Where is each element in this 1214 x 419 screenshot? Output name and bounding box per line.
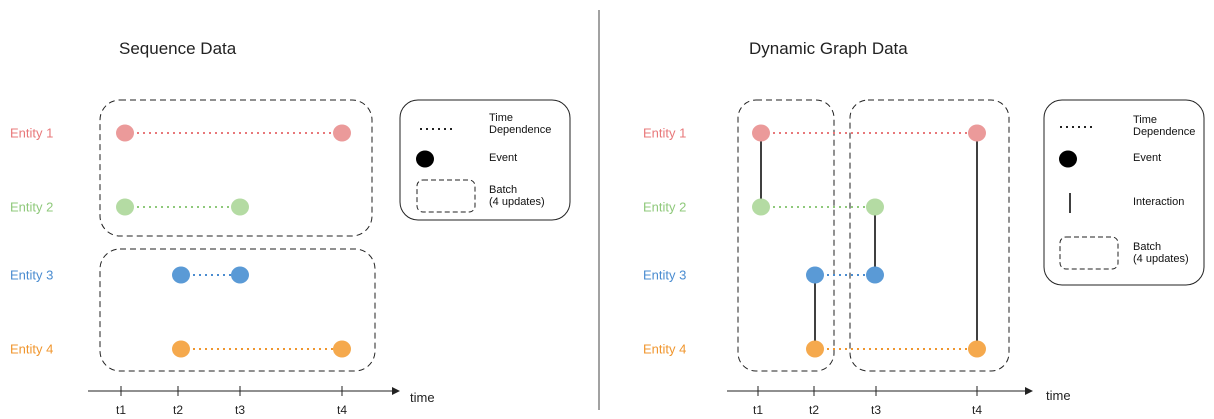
entity-label-1: Entity 1: [643, 125, 687, 141]
legend-batch-label: Batch (4 updates): [1133, 241, 1189, 265]
legend-event-symbol: [1059, 150, 1077, 168]
time-axis-arrowhead: [392, 387, 400, 395]
legend-event-label: Event: [489, 152, 518, 164]
legend-time-dependence-label: Time Dependence: [1133, 114, 1196, 138]
batch-box-right-2: [849, 99, 1010, 372]
tick-label: t3: [234, 403, 246, 417]
event-dot: [806, 340, 824, 358]
time-axis-arrowhead: [1025, 387, 1033, 395]
event-dot: [172, 266, 190, 284]
event-dot: [968, 124, 986, 142]
tick-label: t4: [971, 403, 983, 417]
entity-label-1: Entity 1: [10, 125, 54, 141]
event-dot: [752, 198, 770, 216]
batch-box-left-upper: [99, 99, 373, 237]
event-dot: [806, 266, 824, 284]
entity-label-3: Entity 3: [10, 267, 54, 283]
event-dot: [116, 198, 134, 216]
tick-label: t3: [870, 403, 882, 417]
right-panel-title: Dynamic Graph Data: [749, 39, 908, 58]
entity-label-4: Entity 4: [643, 341, 687, 357]
legend-box: [399, 99, 571, 221]
batch-box-right-1: [737, 99, 835, 372]
legend-batch-symbol: [1059, 236, 1119, 270]
event-dot: [333, 124, 351, 142]
legend-event-label: Event: [1133, 152, 1162, 164]
entity-label-2: Entity 2: [643, 199, 687, 215]
event-dot: [172, 340, 190, 358]
legend-interaction-label: Interaction: [1133, 196, 1185, 208]
entity-label-3: Entity 3: [643, 267, 687, 283]
entity-label-2: Entity 2: [10, 199, 54, 215]
tick-label: t1: [115, 403, 127, 417]
event-dot: [752, 124, 770, 142]
axis-label: time: [1046, 388, 1071, 403]
event-dot: [866, 266, 884, 284]
legend-batch-label: Batch (4 updates): [489, 184, 545, 208]
tick-label: t2: [172, 403, 184, 417]
legend-time-dependence-label: Time Dependence: [489, 112, 552, 136]
legend-event-symbol: [416, 150, 434, 168]
event-dot: [231, 266, 249, 284]
legend-batch-symbol: [416, 179, 476, 213]
left-panel-title: Sequence Data: [119, 39, 237, 58]
event-dot: [333, 340, 351, 358]
tick-label: t1: [752, 403, 764, 417]
tick-label: t2: [808, 403, 820, 417]
entity-label-4: Entity 4: [10, 341, 54, 357]
event-dot: [866, 198, 884, 216]
legend-box: [1043, 99, 1205, 286]
axis-label: time: [410, 390, 435, 405]
event-dot: [116, 124, 134, 142]
event-dot: [968, 340, 986, 358]
tick-label: t4: [336, 403, 348, 417]
event-dot: [231, 198, 249, 216]
